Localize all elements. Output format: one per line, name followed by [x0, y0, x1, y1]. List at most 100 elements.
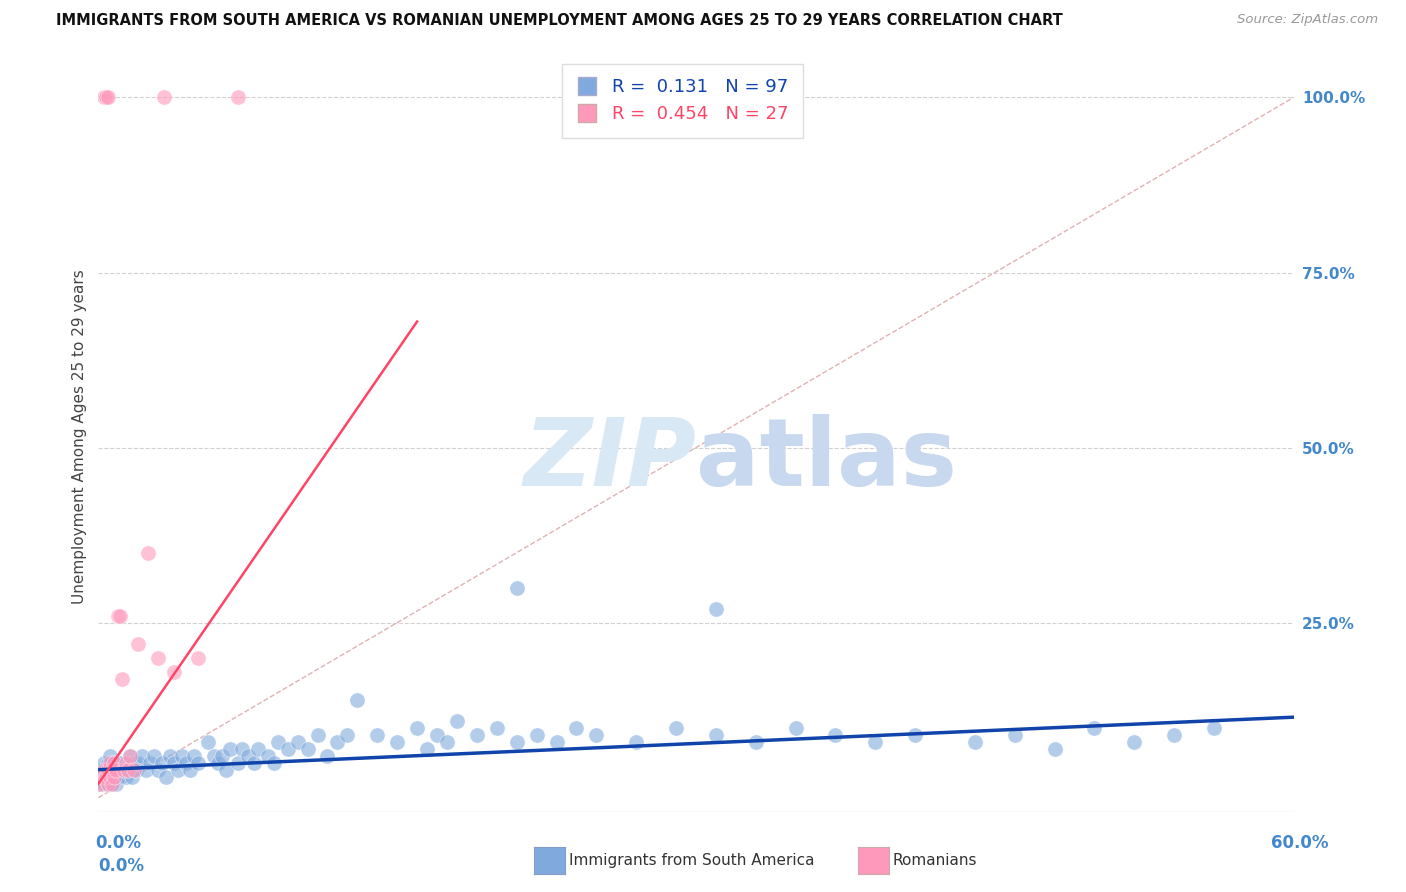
Point — [105, 763, 128, 777]
Point — [1043, 741, 1066, 756]
Point — [97, 763, 120, 777]
Point — [485, 721, 508, 735]
Point — [105, 777, 128, 791]
Point — [183, 748, 205, 763]
Point — [93, 763, 115, 777]
Point — [704, 601, 727, 615]
Point — [207, 756, 229, 770]
Text: Source: ZipAtlas.com: Source: ZipAtlas.com — [1237, 13, 1378, 27]
Point — [103, 770, 125, 784]
Point — [824, 728, 846, 742]
Point — [98, 770, 122, 784]
Point — [110, 763, 132, 777]
Point — [98, 748, 122, 763]
Point — [96, 770, 118, 784]
Point — [120, 748, 142, 763]
Point — [226, 90, 249, 104]
Point — [316, 748, 339, 763]
Point — [246, 741, 269, 756]
Point — [97, 777, 120, 791]
Point — [1163, 728, 1185, 742]
Point — [167, 763, 190, 777]
Point — [202, 748, 225, 763]
Point — [127, 637, 149, 651]
Point — [97, 777, 120, 791]
Point — [267, 734, 290, 748]
Point — [98, 756, 122, 770]
Point — [153, 90, 176, 104]
Point — [135, 763, 157, 777]
Point — [704, 728, 727, 742]
Point — [125, 763, 148, 777]
Point — [163, 665, 186, 679]
Point — [172, 748, 194, 763]
Point — [112, 763, 135, 777]
Point — [326, 734, 349, 748]
Point — [385, 734, 409, 748]
Point — [174, 756, 197, 770]
Point — [346, 692, 368, 706]
Point — [187, 650, 209, 665]
Point — [124, 756, 146, 770]
Text: ZIP: ZIP — [523, 414, 696, 506]
Point — [526, 728, 548, 742]
Point — [110, 608, 132, 623]
Point — [105, 763, 128, 777]
Point — [1202, 721, 1225, 735]
Point — [243, 756, 266, 770]
Point — [1004, 728, 1026, 742]
Point — [256, 748, 278, 763]
Text: Romanians: Romanians — [893, 854, 977, 868]
Point — [91, 770, 114, 784]
Text: atlas: atlas — [696, 414, 957, 506]
Point — [226, 756, 249, 770]
Point — [565, 721, 588, 735]
Point — [148, 650, 170, 665]
Point — [97, 90, 120, 104]
Text: 60.0%: 60.0% — [1271, 834, 1329, 852]
Y-axis label: Unemployment Among Ages 25 to 29 years: Unemployment Among Ages 25 to 29 years — [72, 269, 87, 605]
Point — [665, 721, 688, 735]
Point — [506, 734, 529, 748]
Point — [865, 734, 887, 748]
Point — [197, 734, 219, 748]
Point — [101, 763, 124, 777]
Point — [91, 763, 114, 777]
Text: 0.0%: 0.0% — [96, 834, 142, 852]
Point — [143, 748, 166, 763]
Point — [546, 734, 568, 748]
Point — [436, 734, 458, 748]
Point — [446, 714, 468, 728]
Point — [131, 748, 153, 763]
Point — [139, 756, 162, 770]
Point — [179, 763, 201, 777]
Point — [101, 777, 124, 791]
Point — [263, 756, 285, 770]
Point — [1083, 721, 1105, 735]
Point — [626, 734, 648, 748]
Point — [426, 728, 449, 742]
Point — [89, 777, 111, 791]
Point — [120, 748, 142, 763]
Point — [107, 756, 129, 770]
Point — [115, 770, 138, 784]
Point — [107, 770, 129, 784]
Point — [103, 756, 125, 770]
Point — [1123, 734, 1146, 748]
Point — [297, 741, 319, 756]
Point — [121, 770, 143, 784]
Point — [277, 741, 299, 756]
Point — [97, 756, 120, 770]
Point — [93, 756, 115, 770]
Point — [211, 748, 233, 763]
Point — [111, 756, 134, 770]
Point — [101, 763, 124, 777]
Point — [366, 728, 388, 742]
Point — [117, 763, 139, 777]
Point — [963, 734, 986, 748]
Point — [91, 770, 114, 784]
Text: 0.0%: 0.0% — [98, 856, 145, 875]
Point — [506, 581, 529, 595]
Point — [115, 756, 138, 770]
Point — [111, 672, 134, 686]
